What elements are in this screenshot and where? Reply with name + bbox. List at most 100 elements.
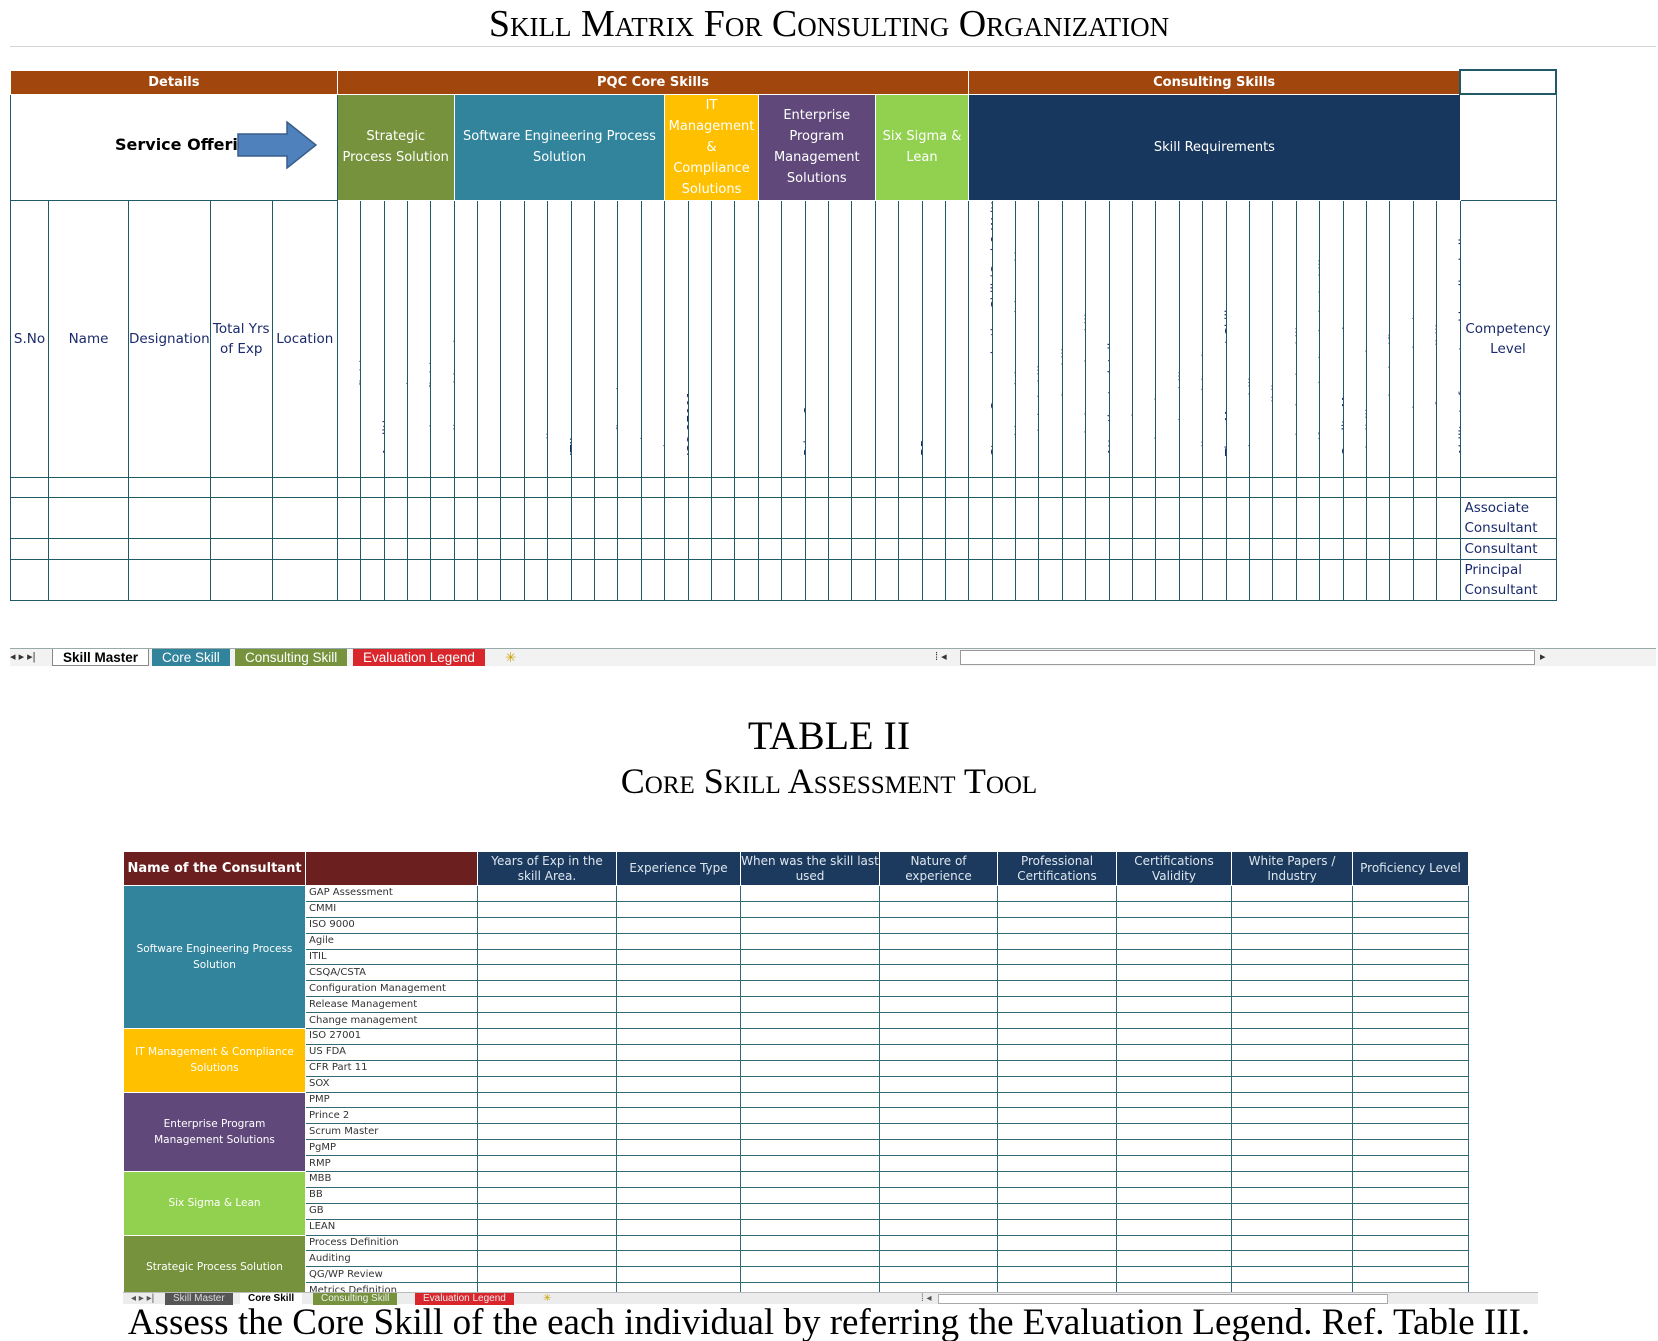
matrix-cell[interactable] xyxy=(1248,496,1274,539)
core-skill-cell[interactable] xyxy=(1231,980,1353,998)
matrix-cell[interactable] xyxy=(827,537,853,560)
core-skill-cell[interactable] xyxy=(1116,1043,1232,1061)
core-skill-cell[interactable] xyxy=(1352,1202,1469,1220)
matrix-cell[interactable] xyxy=(1085,476,1110,498)
matrix-cell[interactable] xyxy=(968,558,993,601)
core-skill-cell[interactable] xyxy=(740,1028,880,1045)
core-skill-cell[interactable] xyxy=(616,1012,741,1030)
matrix-cell[interactable] xyxy=(1412,476,1438,498)
matrix-cell[interactable] xyxy=(383,496,408,539)
core-skill-cell[interactable] xyxy=(616,964,741,982)
matrix-cell[interactable] xyxy=(1015,537,1040,560)
matrix-cell[interactable] xyxy=(664,496,689,539)
matrix-cell[interactable] xyxy=(383,558,408,601)
matrix-cell[interactable] xyxy=(48,496,129,539)
matrix-cell[interactable] xyxy=(1085,496,1110,539)
matrix-cell[interactable] xyxy=(921,496,946,539)
core-skill-cell[interactable] xyxy=(879,1043,998,1061)
core-skill-cell[interactable] xyxy=(616,1171,741,1188)
core-skill-cell[interactable] xyxy=(997,948,1117,966)
competency-level-cell[interactable]: Associate Consultant xyxy=(1459,496,1557,539)
core-skill-cell[interactable] xyxy=(1231,1171,1353,1188)
core-skill-cell[interactable] xyxy=(740,1043,880,1061)
matrix-cell[interactable] xyxy=(617,537,642,560)
matrix-cell[interactable] xyxy=(617,476,642,498)
matrix-cell[interactable] xyxy=(1085,558,1110,601)
core-skill-cell[interactable] xyxy=(1352,1123,1469,1141)
core-skill-cell[interactable] xyxy=(879,1186,998,1204)
matrix-cell[interactable] xyxy=(547,558,572,601)
core-skill-cell[interactable] xyxy=(1352,1171,1469,1188)
matrix-cell[interactable] xyxy=(804,537,829,560)
core-skill-cell[interactable] xyxy=(616,1123,741,1141)
core-skill-cell[interactable] xyxy=(740,1091,880,1109)
core-skill-cell[interactable] xyxy=(1116,932,1232,950)
core-skill-cell[interactable] xyxy=(1352,1059,1469,1077)
core-skill-cell[interactable] xyxy=(477,1123,617,1141)
core-skill-cell[interactable] xyxy=(1116,964,1232,982)
core-skill-cell[interactable] xyxy=(740,1059,880,1077)
matrix-cell[interactable] xyxy=(406,537,432,560)
core-skill-cell[interactable] xyxy=(740,1202,880,1220)
matrix-cell[interactable] xyxy=(500,476,525,498)
matrix-cell[interactable] xyxy=(360,537,385,560)
core-skill-cell[interactable] xyxy=(616,1043,741,1061)
matrix-cell[interactable] xyxy=(1389,537,1414,560)
matrix-cell[interactable] xyxy=(570,496,596,539)
matrix-cell[interactable] xyxy=(406,476,432,498)
core-skill-cell[interactable] xyxy=(477,900,617,918)
matrix-cell[interactable] xyxy=(209,496,273,539)
core-skill-cell[interactable] xyxy=(616,1202,741,1220)
core-skill-cell[interactable] xyxy=(1352,900,1469,918)
matrix-cell[interactable] xyxy=(640,476,666,498)
horizontal-scrollbar[interactable] xyxy=(960,650,1535,665)
core-skill-cell[interactable] xyxy=(477,932,617,950)
matrix-cell[interactable] xyxy=(271,537,338,560)
core-skill-cell[interactable] xyxy=(879,1234,998,1252)
matrix-cell[interactable] xyxy=(734,476,759,498)
core-split-handle-icon[interactable]: ⁞ ◂ xyxy=(921,1293,932,1304)
matrix-cell[interactable] xyxy=(336,496,362,539)
competency-level-cell[interactable]: Consultant xyxy=(1459,537,1557,560)
core-skill-cell[interactable] xyxy=(1116,1075,1232,1093)
core-skill-cell[interactable] xyxy=(477,1091,617,1109)
core-skill-cell[interactable] xyxy=(616,1218,741,1236)
matrix-cell[interactable] xyxy=(851,558,876,601)
core-skill-cell[interactable] xyxy=(1352,1139,1469,1157)
matrix-cell[interactable] xyxy=(921,558,946,601)
core-skill-cell[interactable] xyxy=(477,996,617,1014)
matrix-cell[interactable] xyxy=(851,537,876,560)
core-skill-cell[interactable] xyxy=(616,1091,741,1109)
matrix-cell[interactable] xyxy=(570,476,596,498)
core-skill-cell[interactable] xyxy=(879,1012,998,1030)
core-skill-cell[interactable] xyxy=(477,1186,617,1204)
matrix-cell[interactable] xyxy=(640,496,666,539)
matrix-cell[interactable] xyxy=(128,476,211,498)
core-skill-cell[interactable] xyxy=(477,916,617,934)
core-skill-cell[interactable] xyxy=(616,932,741,950)
core-skill-cell[interactable] xyxy=(879,964,998,982)
core-skill-cell[interactable] xyxy=(1231,916,1353,934)
matrix-cell[interactable] xyxy=(1061,558,1087,601)
matrix-cell[interactable] xyxy=(128,496,211,539)
matrix-cell[interactable] xyxy=(1295,476,1321,498)
matrix-cell[interactable] xyxy=(128,537,211,560)
matrix-cell[interactable] xyxy=(547,496,572,539)
matrix-cell[interactable] xyxy=(1038,496,1063,539)
matrix-cell[interactable] xyxy=(453,537,479,560)
core-skill-cell[interactable] xyxy=(1231,1091,1353,1109)
matrix-cell[interactable] xyxy=(1108,496,1134,539)
matrix-cell[interactable] xyxy=(1155,496,1180,539)
matrix-cell[interactable] xyxy=(1061,537,1087,560)
matrix-cell[interactable] xyxy=(1272,558,1297,601)
matrix-cell[interactable] xyxy=(1342,537,1367,560)
matrix-cell[interactable] xyxy=(500,496,525,539)
matrix-cell[interactable] xyxy=(1412,496,1438,539)
core-skill-cell[interactable] xyxy=(997,1250,1117,1268)
core-skill-cell[interactable] xyxy=(997,980,1117,998)
matrix-cell[interactable] xyxy=(898,558,923,601)
core-tab-nav-icon[interactable]: ◂ ▸ ▸| xyxy=(131,1293,155,1304)
matrix-cell[interactable] xyxy=(968,476,993,498)
matrix-cell[interactable] xyxy=(523,558,549,601)
matrix-cell[interactable] xyxy=(128,558,211,601)
